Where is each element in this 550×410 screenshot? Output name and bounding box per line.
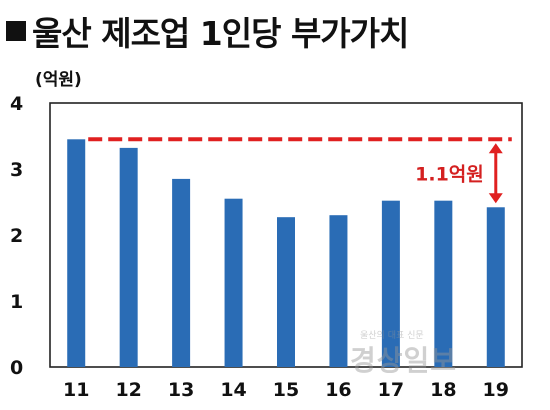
bar-13 bbox=[172, 178, 191, 367]
y-tick-label: 2 bbox=[10, 225, 23, 247]
x-tick-label: 14 bbox=[220, 379, 246, 401]
bar-14 bbox=[224, 198, 243, 367]
x-tick-label: 17 bbox=[378, 379, 404, 401]
bar-15 bbox=[277, 217, 295, 367]
y-tick-label: 0 bbox=[10, 357, 23, 379]
bar-16 bbox=[329, 215, 348, 367]
annotation-label: 1.1억원 bbox=[415, 163, 484, 185]
title-bullet-square bbox=[6, 21, 26, 41]
x-tick-label: 19 bbox=[483, 379, 509, 401]
bar-11 bbox=[67, 139, 86, 367]
bar-17 bbox=[381, 200, 400, 367]
x-tick-label: 15 bbox=[273, 379, 299, 401]
y-unit-label: (억원) bbox=[35, 70, 82, 90]
annotation-label-bg bbox=[407, 157, 486, 186]
x-tick-label: 12 bbox=[115, 379, 141, 401]
x-tick-label: 18 bbox=[430, 379, 456, 401]
annotation-arrow-up-head bbox=[488, 143, 503, 154]
chart-title: 울산 제조업 1인당 부가가치 bbox=[32, 14, 409, 53]
y-tick-label: 1 bbox=[10, 291, 23, 313]
bar-18 bbox=[434, 200, 453, 367]
y-tick-label: 3 bbox=[10, 159, 23, 181]
y-tick-label: 4 bbox=[10, 93, 23, 115]
chart-title-row: 울산 제조업 1인당 부가가치 bbox=[6, 8, 409, 54]
bar-12 bbox=[119, 147, 138, 367]
bar-19 bbox=[486, 207, 505, 367]
annotation-arrow-down-head bbox=[488, 193, 503, 204]
x-tick-label: 16 bbox=[325, 379, 351, 401]
x-tick-label: 13 bbox=[168, 379, 194, 401]
x-tick-label: 11 bbox=[63, 379, 89, 401]
